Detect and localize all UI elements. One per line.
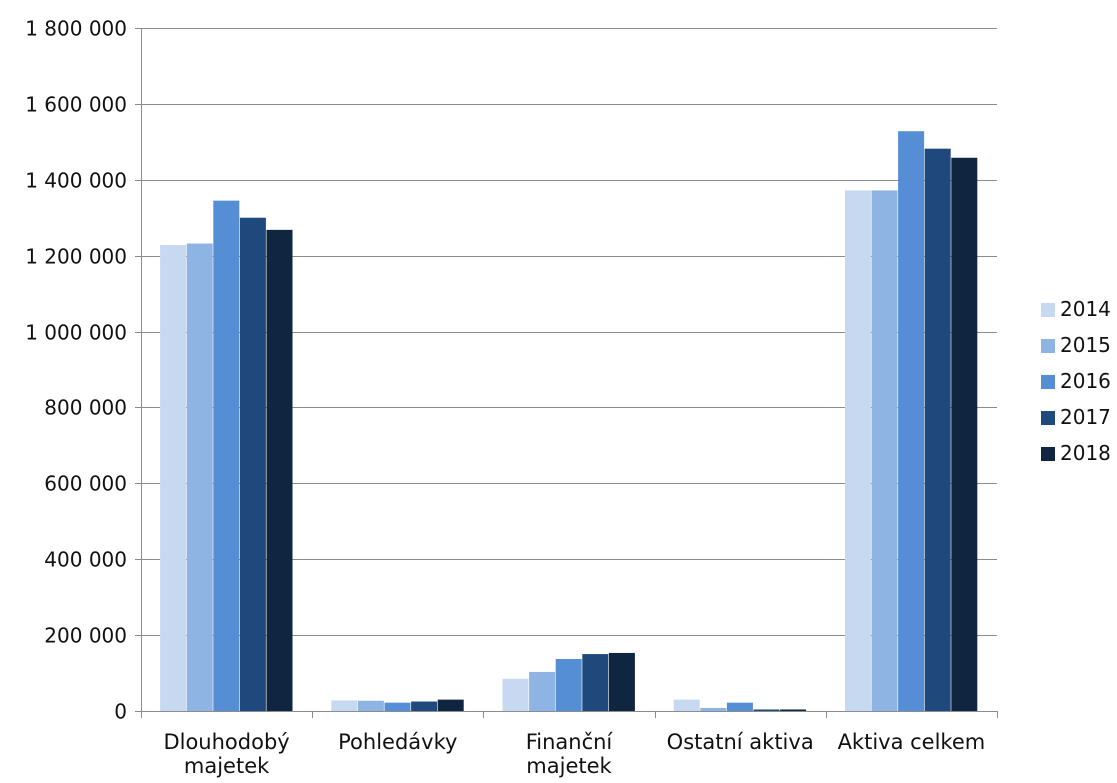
y-tick-label: 800 000	[44, 396, 127, 420]
y-tick-label: 1 000 000	[25, 321, 127, 345]
category-label: majetek	[526, 754, 612, 778]
bar-2014	[160, 245, 187, 711]
bar-2016	[384, 702, 411, 711]
legend-label: 2015	[1060, 333, 1111, 357]
y-tick-labels: 0 200 000 400 000 600 000 800 000 1 000 000 1 …	[25, 17, 127, 724]
y-tick-label: 1 800 000	[25, 17, 127, 41]
bar-2018	[951, 157, 978, 711]
bar-2016	[555, 659, 582, 711]
category-label: Dlouhodobý	[163, 730, 289, 754]
y-tick-label: 1 400 000	[25, 169, 127, 193]
y-tick-label: 600 000	[44, 472, 127, 496]
bar-2014	[673, 699, 700, 711]
bar-2018	[437, 699, 464, 711]
bar-2017	[753, 709, 780, 711]
axes	[135, 28, 998, 718]
bars	[160, 131, 978, 712]
bar-2014	[331, 700, 358, 711]
bar-2016	[898, 131, 925, 712]
bar-2017	[239, 217, 266, 711]
legend-swatch	[1041, 375, 1055, 389]
category-label: Ostatní aktiva	[667, 730, 814, 754]
bar-2017	[582, 654, 609, 711]
bar-2016	[726, 702, 753, 711]
legend-label: 2018	[1060, 441, 1111, 465]
legend-swatch	[1041, 339, 1055, 353]
y-tick-label: 400 000	[44, 548, 127, 572]
y-tick-label: 1 200 000	[25, 245, 127, 269]
bar-2018	[780, 709, 807, 711]
legend-swatch	[1041, 447, 1055, 461]
bar-2014	[502, 678, 529, 711]
bar-2015	[186, 243, 213, 711]
category-label: majetek	[184, 754, 270, 778]
y-tick-label: 1 600 000	[25, 93, 127, 117]
bar-2015	[700, 707, 727, 711]
bar-2017	[411, 701, 438, 711]
bar-2018	[266, 229, 293, 711]
legend-label: 2014	[1060, 297, 1111, 321]
category-label: Pohledávky	[338, 730, 457, 754]
legend-swatch	[1041, 303, 1055, 317]
legend-label: 2016	[1060, 369, 1111, 393]
bar-2015	[357, 700, 384, 711]
bar-2016	[213, 200, 240, 711]
legend: 2014 2015 2016 2017 2018	[1041, 297, 1111, 465]
bar-2015	[871, 190, 898, 711]
y-tick-label: 0	[114, 700, 127, 724]
bar-2018	[608, 652, 635, 711]
category-label: Aktiva celkem	[838, 730, 986, 754]
legend-swatch	[1041, 411, 1055, 425]
bar-2017	[924, 148, 951, 711]
category-label: Finanční	[526, 730, 614, 754]
y-tick-label: 200 000	[44, 624, 127, 648]
bar-2015	[529, 671, 556, 711]
bar-2014	[844, 190, 871, 711]
legend-label: 2017	[1060, 405, 1111, 429]
